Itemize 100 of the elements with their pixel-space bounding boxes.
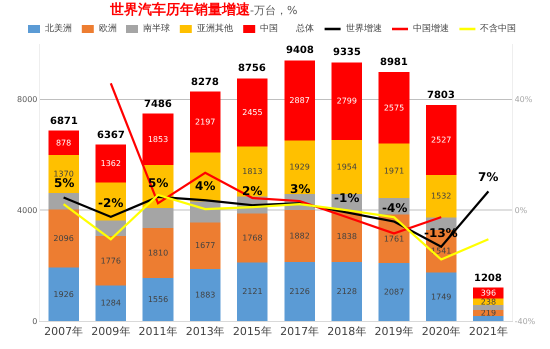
bar (378, 72, 410, 144)
y-tick-label: 4000 (17, 206, 38, 215)
data-label: 3% (290, 182, 310, 196)
total-label: 7486 (144, 99, 172, 110)
data-label: 1810 (148, 248, 168, 258)
bar (237, 262, 268, 321)
data-label: 878 (56, 138, 72, 148)
data-label: 2455 (242, 108, 263, 117)
bar (284, 210, 315, 262)
legend-label: 世界增速 (346, 23, 382, 34)
legend-label: 中国 (260, 23, 278, 34)
bar (142, 278, 174, 321)
total-label: 6871 (50, 116, 78, 127)
data-label: 4% (195, 179, 216, 193)
total-label: 9408 (286, 45, 314, 56)
data-label: 1838 (336, 232, 357, 242)
data-label: 1556 (148, 294, 168, 304)
bar (142, 114, 174, 165)
data-label: 2096 (53, 234, 74, 244)
x-tick-label: 2020年 (422, 325, 461, 338)
total-label: 6367 (97, 130, 125, 141)
total-label: 9335 (333, 47, 361, 58)
bar (95, 144, 126, 182)
total-label: 8981 (380, 57, 408, 68)
data-label: 1883 (195, 290, 216, 300)
data-label: 1370 (53, 169, 74, 178)
data-label: -4% (382, 201, 408, 215)
total-label: 1208 (474, 273, 502, 284)
x-tick-label: 2015年 (232, 325, 272, 338)
bar (95, 236, 126, 286)
bar (331, 262, 362, 321)
bar (378, 144, 410, 198)
y2-tick-label: 0% (514, 206, 528, 215)
data-label: 7% (478, 170, 498, 184)
data-label: 2575 (384, 103, 404, 112)
data-label: 2887 (289, 96, 310, 105)
bar (426, 104, 457, 175)
bar (237, 78, 268, 146)
data-label: 2799 (336, 96, 357, 106)
data-label: 238 (480, 297, 496, 306)
legend-label: 北美洲 (45, 23, 72, 34)
legend-label: 南半球 (143, 23, 170, 34)
bar (331, 62, 362, 140)
x-tick-label: 2011年 (138, 325, 178, 338)
data-label: 1284 (100, 298, 121, 308)
bar (95, 285, 126, 321)
data-label: 1926 (53, 290, 74, 299)
x-tick-label: 2019年 (374, 325, 414, 338)
total-label: 8278 (191, 77, 219, 88)
data-label: 1971 (384, 166, 404, 176)
bar (284, 262, 315, 321)
bar (426, 272, 457, 321)
bar (237, 213, 268, 262)
data-label: 1776 (100, 256, 121, 266)
data-label: 1532 (431, 192, 452, 201)
data-label: 396 (480, 288, 496, 298)
data-label: 1813 (242, 167, 263, 176)
data-label: 2121 (242, 287, 263, 296)
bar (331, 140, 362, 194)
data-label: 1677 (195, 241, 216, 250)
bar (473, 305, 504, 310)
data-label: 2128 (336, 287, 357, 296)
bar (48, 130, 79, 155)
legend-label: 不含中国 (480, 23, 516, 34)
data-label: 2126 (289, 287, 310, 296)
data-label: 1853 (148, 134, 168, 144)
data-label: 2087 (384, 288, 404, 297)
total-label: 8756 (238, 63, 266, 74)
data-label: 1362 (100, 158, 121, 168)
x-tick-label: 2018年 (327, 325, 366, 338)
bar (190, 222, 221, 269)
y-tick-label: 0 (32, 316, 38, 326)
bar (190, 92, 221, 153)
data-label: -1% (334, 191, 360, 205)
bar (190, 268, 221, 321)
legend-label: 亚洲其他 (197, 23, 233, 34)
x-tick-label: 2021年 (468, 325, 508, 338)
bar (426, 174, 457, 218)
bar (142, 228, 174, 278)
bar (48, 268, 79, 321)
bar (284, 60, 315, 140)
chart-title: 世界汽车历年销量增速-万台，% (109, 0, 298, 18)
data-label: 1954 (336, 162, 357, 172)
y-tick-label: 8000 (17, 95, 38, 104)
bar (473, 316, 504, 321)
data-label: 1929 (289, 162, 310, 172)
data-label: 5% (54, 176, 74, 190)
bar (378, 263, 410, 321)
data-label: 2197 (195, 118, 216, 127)
bar (142, 208, 174, 228)
x-tick-label: 2009年 (91, 325, 130, 338)
y2-tick-label: 40% (514, 95, 533, 104)
data-label: 1761 (384, 234, 404, 244)
text: 总体 (295, 23, 314, 34)
legend-label: 欧洲 (99, 23, 117, 34)
bar (48, 210, 79, 268)
x-tick-label: 2017年 (280, 325, 320, 338)
x-tick-label: 2007年 (44, 325, 84, 338)
total-label: 7803 (427, 90, 455, 101)
data-label: 1768 (242, 233, 263, 242)
